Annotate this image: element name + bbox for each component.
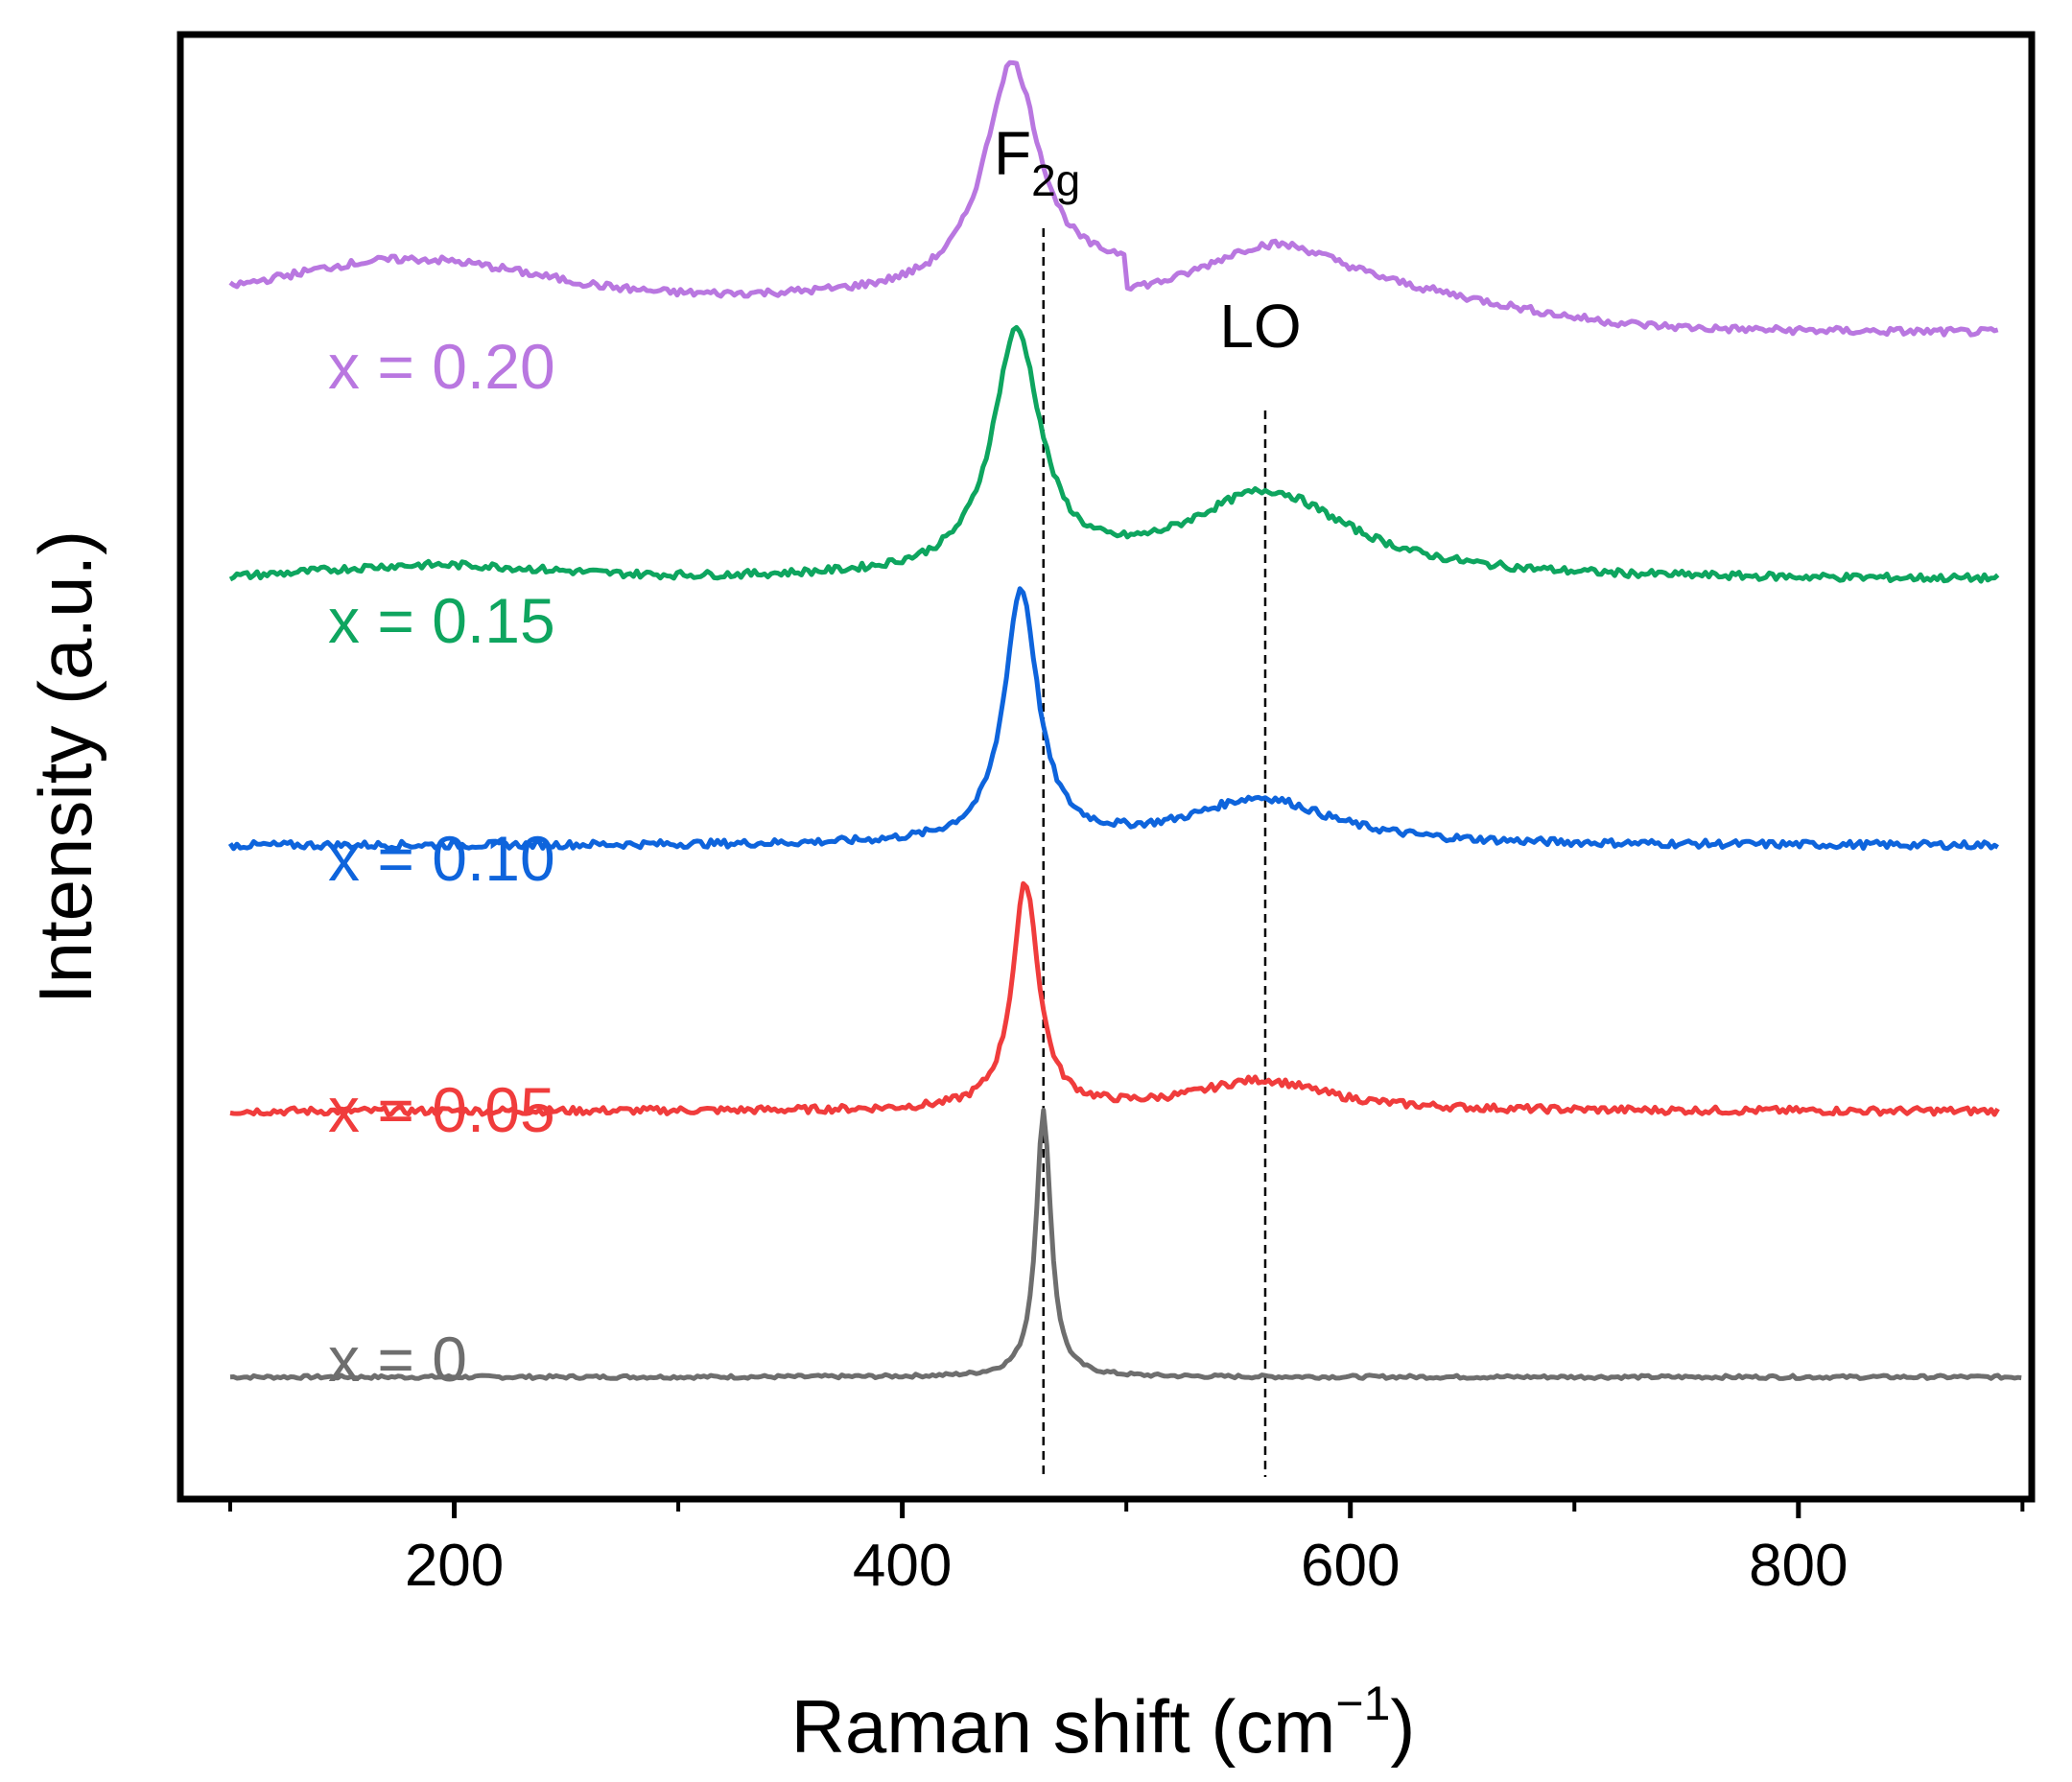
x-tick-label: 600 [1301, 1533, 1400, 1599]
peak-label-f2g: F2g [994, 119, 1080, 205]
series-label: x = 0.05 [328, 1074, 555, 1145]
series-label: x = 0.10 [328, 823, 555, 894]
peak-label-lo: LO [1219, 292, 1301, 361]
plot-frame [177, 31, 2036, 1503]
spectra-series [227, 59, 2022, 1381]
x-axis-ticks: 200 400 600 800 [228, 1499, 2025, 1599]
x-tick-label: 400 [853, 1533, 952, 1599]
series-line [228, 59, 1999, 338]
series-label: x = 0 [328, 1324, 467, 1395]
series-line [227, 586, 1999, 852]
x-tick-label: 200 [405, 1533, 504, 1599]
series-line [229, 880, 2000, 1117]
series-labels: x = 0 x = 0.05 x = 0.10 x = 0.15 x = 0.20 [328, 331, 555, 1395]
y-axis-title: Intensity (a.u.) [23, 530, 107, 1004]
series-label: x = 0.15 [328, 585, 555, 656]
series-label: x = 0.20 [328, 331, 555, 402]
series-line [228, 324, 2000, 584]
peak-reference-lines [1042, 228, 1267, 1477]
x-tick-label: 800 [1749, 1533, 1848, 1599]
x-axis-title: Raman shift (cm−1) [791, 1676, 1416, 1769]
series-line [229, 1108, 2022, 1381]
